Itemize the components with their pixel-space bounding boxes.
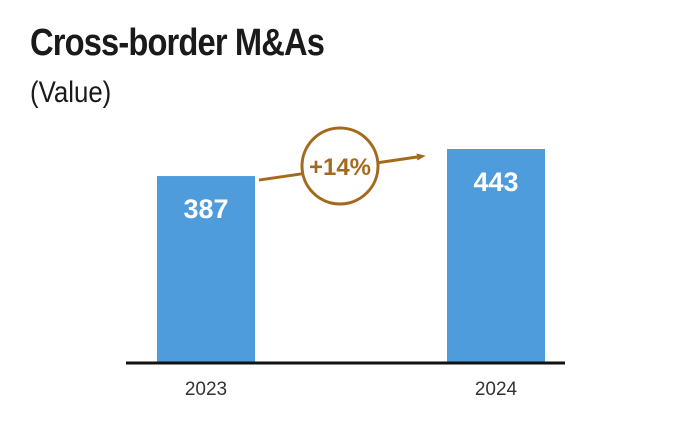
growth-circle <box>300 126 380 206</box>
x-tick-label-2023: 2023 <box>185 379 227 400</box>
growth-percentage-label: +14% <box>309 154 371 181</box>
bar-2024 <box>447 149 545 363</box>
chart-title: Cross-border M&As <box>30 22 325 64</box>
bar-2023 <box>157 176 255 363</box>
chart-subtitle: (Value) <box>30 76 112 109</box>
bar-value-label-2024: 443 <box>473 167 518 197</box>
x-tick-label-2024: 2024 <box>475 379 518 400</box>
bar-value-label-2023: 387 <box>183 194 228 224</box>
